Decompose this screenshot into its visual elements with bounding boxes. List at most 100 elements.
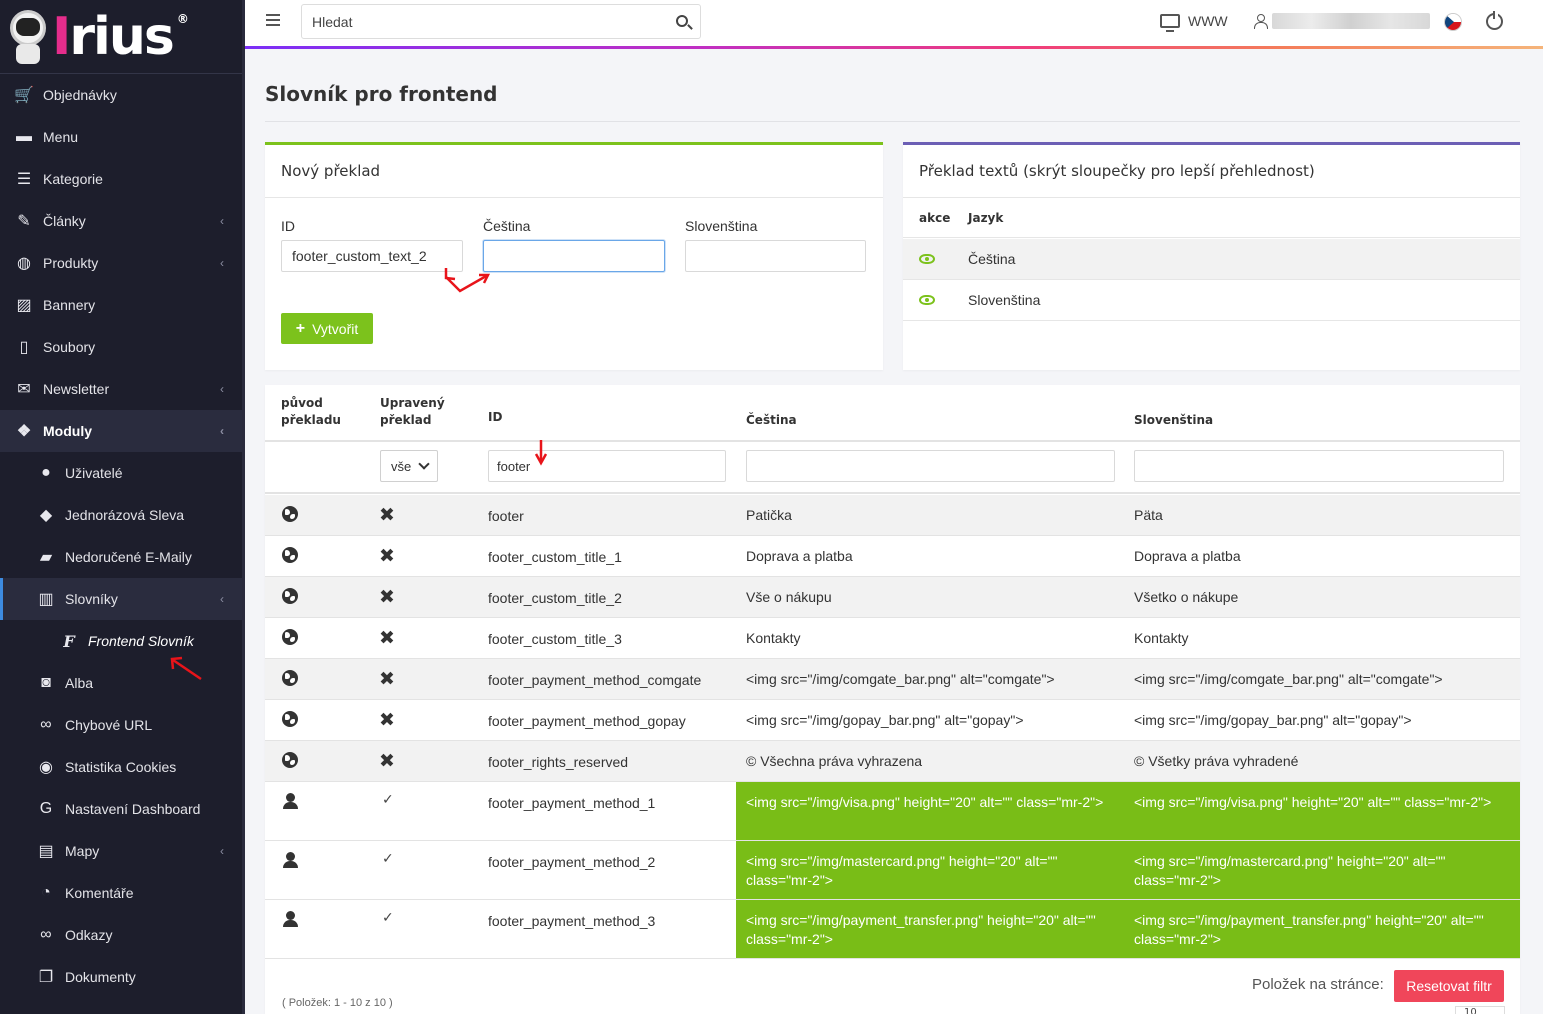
chevron-left-icon: ‹ [220,844,224,858]
sidebar-item-mapy[interactable]: ▤ Mapy ‹ [0,830,242,872]
th-edited[interactable]: Upravený překlad [380,396,445,427]
sidebar-item--l-nky[interactable]: ✎ Články ‹ [0,200,242,242]
sidebar-item-moduly[interactable]: ❖ Moduly ‹ [0,410,242,452]
cell-cs[interactable]: <img src="/img/gopay_bar.png" alt="gopay… [736,700,1124,740]
id-filter-input[interactable] [488,450,726,482]
sidebar-item-menu[interactable]: ▬ Menu [0,116,242,158]
cell-cs[interactable]: Doprava a platba [736,536,1124,576]
sidebar-item-label: Mapy [65,843,100,859]
cell-id: footer_custom_title_1 [488,549,622,565]
sidebar-item-nastaven-dashboard[interactable]: G Nastavení Dashboard [0,788,242,830]
www-link[interactable]: WWW [1160,13,1228,32]
sidebar-item-label: Produkty [43,255,99,271]
sidebar-item-label: Uživatelé [65,465,123,481]
cell-cs[interactable]: <img src="/img/visa.png" height="20" alt… [736,782,1124,840]
cs-filter-input[interactable] [746,450,1115,482]
reset-filter-button[interactable]: Resetovat filtr [1394,970,1504,1002]
cell-cs-text: <img src="/img/comgate_bar.png" alt="com… [746,671,1055,687]
cookie-icon: ◉ [39,759,53,776]
user-menu[interactable] [1254,13,1430,29]
sidebar-item-dokumenty[interactable]: ❐ Dokumenty [0,956,242,998]
search-input[interactable] [302,5,662,38]
eye-icon[interactable] [919,254,935,264]
th-cs[interactable]: Čeština [746,413,797,427]
id-input[interactable] [281,240,463,272]
x-mark-icon: ✖ [379,709,395,731]
sidebar-item-koment-e[interactable]: ◔ Komentáře [0,872,242,914]
czech-flag-icon[interactable] [1444,13,1462,31]
cell-sk[interactable]: Kontakty [1124,618,1520,658]
x-mark-icon: ✖ [379,504,395,526]
sidebar-item-nedoru-en-e-maily[interactable]: ▰ Nedoručené E-Maily [0,536,242,578]
per-page-select[interactable]: 10 [1455,1006,1505,1014]
user-edit-icon [283,793,300,809]
cell-cs[interactable]: <img src="/img/mastercard.png" height="2… [736,841,1124,899]
table-row[interactable]: ✖ footer_custom_title_3 Kontakty Kontakty [265,618,1520,659]
sidebar-item-kategorie[interactable]: ☰ Kategorie [0,158,242,200]
cell-sk[interactable]: Doprava a platba [1124,536,1520,576]
table-row[interactable]: ✖ footer_payment_method_comgate <img src="… [265,659,1520,700]
search-icon[interactable] [676,15,688,27]
cell-cs[interactable]: <img src="/img/payment_transfer.png" hei… [736,900,1124,958]
language-name: Slovenština [968,292,1041,308]
sidebar-item-bannery[interactable]: ▨ Bannery [0,284,242,326]
sidebar-item-odkazy[interactable]: ∞ Odkazy [0,914,242,956]
table-row[interactable]: ✓ footer_payment_method_3 <img src="/img/p… [265,900,1520,959]
basketball-icon: ◍ [17,255,31,272]
cell-id: footer_rights_reserved [488,754,629,770]
sidebar-item-slovn-ky[interactable]: ▥ Slovníky ‹ [0,578,242,620]
cell-cs[interactable]: <img src="/img/comgate_bar.png" alt="com… [736,659,1124,699]
sidebar-item-u-ivatel-[interactable]: ● Uživatelé [0,452,242,494]
cell-sk[interactable]: <img src="/img/gopay_bar.png" alt="gopay… [1124,700,1520,740]
brand-logo[interactable]: Irius ® [0,0,242,74]
table-row[interactable]: ✓ footer_payment_method_1 <img src="/img/v… [265,782,1520,841]
sidebar-item-produkty[interactable]: ◍ Produkty ‹ [0,242,242,284]
sidebar-item-label: Soubory [43,339,96,355]
create-button[interactable]: + Vytvořit [281,313,373,344]
cell-sk[interactable]: <img src="/img/comgate_bar.png" alt="com… [1124,659,1520,699]
cell-sk[interactable]: Všetko o nákupe [1124,577,1520,617]
table-row[interactable]: ✓ footer_payment_method_2 <img src="/img/m… [265,841,1520,900]
sidebar-item-chybov-url[interactable]: ∞ Chybové URL [0,704,242,746]
table-row[interactable]: ✖ footer Patička Päta [265,495,1520,536]
th-origin[interactable]: původ překladu [281,396,341,427]
table-row[interactable]: ✖ footer_payment_method_gopay <img src="/i… [265,700,1520,741]
cell-cs[interactable]: Vše o nákupu [736,577,1124,617]
sidebar-item-soubory[interactable]: ▯ Soubory [0,326,242,368]
sidebar-item-newsletter[interactable]: ✉ Newsletter ‹ [0,368,242,410]
cell-sk-text: <img src="/img/gopay_bar.png" alt="gopay… [1134,712,1412,728]
cell-sk[interactable]: <img src="/img/visa.png" height="20" alt… [1124,782,1520,840]
chevron-left-icon: ‹ [220,592,224,606]
table-row[interactable]: ✖ footer_rights_reserved © Všechna práva v… [265,741,1520,782]
cell-sk[interactable]: <img src="/img/payment_transfer.png" hei… [1124,900,1520,958]
cell-cs-text: <img src="/img/payment_transfer.png" hei… [746,912,1096,947]
edited-filter-select[interactable]: vše [380,450,438,482]
cell-id: footer_custom_title_3 [488,631,622,647]
eye-icon[interactable] [919,295,935,305]
sk-input[interactable] [685,240,866,272]
th-id[interactable]: ID [488,410,503,424]
cell-cs[interactable]: © Všechna práva vyhrazena [736,741,1124,781]
cs-input[interactable] [483,240,665,272]
sidebar-item-frontend-slovn-k[interactable]: F Frontend Slovník [0,620,242,662]
table-row[interactable]: ✖ footer_custom_title_1 Doprava a platba Do… [265,536,1520,577]
user-edit-icon [283,852,300,868]
th-sk[interactable]: Slovenština [1134,413,1214,427]
per-page-label: Položek na stránce: [1252,976,1384,993]
cs-label: Čeština [483,218,531,234]
sk-filter-input[interactable] [1134,450,1504,482]
table-row[interactable]: ✖ footer_custom_title_2 Vše o nákupu Všetko… [265,577,1520,618]
font-f-icon: F [63,631,75,651]
cell-sk[interactable]: © Všetky práva vyhradené [1124,741,1520,781]
cell-sk[interactable]: <img src="/img/mastercard.png" height="2… [1124,841,1520,899]
sidebar-item-statistika-cookies[interactable]: ◉ Statistika Cookies [0,746,242,788]
sidebar-item-alba[interactable]: ◙ Alba [0,662,242,704]
cell-cs[interactable]: Patička [736,495,1124,535]
sidebar-item-objedn-vky[interactable]: 🛒 Objednávky [0,74,242,116]
cell-id: footer_payment_method_comgate [488,672,702,688]
sidebar-item-jednor-zov-sleva[interactable]: ◆ Jednorázová Sleva [0,494,242,536]
power-logout-icon[interactable] [1486,11,1503,30]
hamburger-menu-icon[interactable] [266,14,280,26]
cell-sk[interactable]: Päta [1124,495,1520,535]
cell-cs[interactable]: Kontakty [736,618,1124,658]
